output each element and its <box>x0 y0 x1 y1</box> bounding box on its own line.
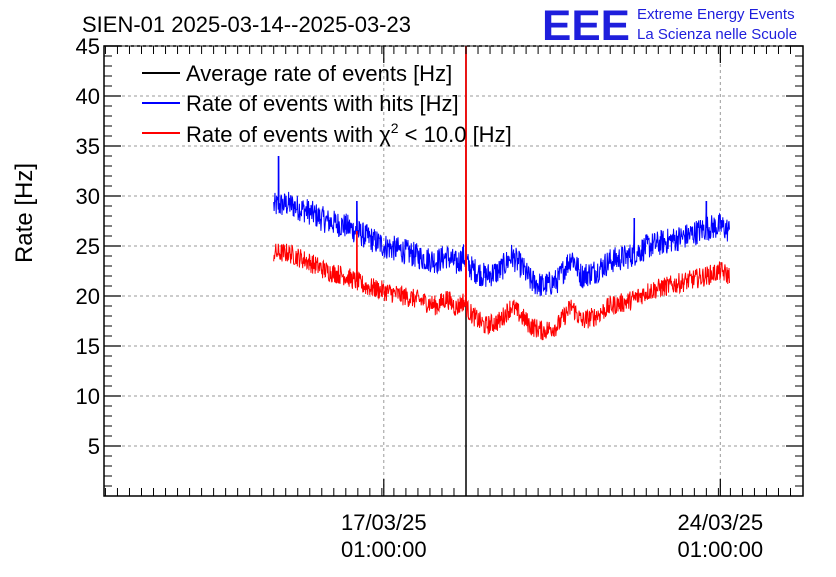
y-tick-label: 45 <box>76 34 100 59</box>
legend-label-chi2: Rate of events with χ2 < 10.0 [Hz] <box>186 120 512 147</box>
legend-label-chi2-rest: < 10.0 [Hz] <box>399 122 512 147</box>
y-tick-label: 40 <box>76 84 100 109</box>
y-tick-label: 25 <box>76 234 100 259</box>
y-tick-label: 20 <box>76 284 100 309</box>
series-line-hits <box>273 155 730 297</box>
legend-label-hits: Rate of events with hits [Hz] <box>186 91 459 116</box>
chart-title: SIEN-01 2025-03-14--2025-03-23 <box>82 12 411 37</box>
y-tick-label: 5 <box>88 434 100 459</box>
y-tick-label: 10 <box>76 384 100 409</box>
x-tick-label-time: 01:00:00 <box>341 537 427 562</box>
y-tick-label: 15 <box>76 334 100 359</box>
y-axis-title: Rate [Hz] <box>11 163 38 263</box>
legend-label-chi2-sup: 2 <box>391 120 399 136</box>
eee-logo-line1: Extreme Energy Events <box>637 6 795 23</box>
eee-logo-line2: La Scienza nelle Scuole <box>637 26 797 43</box>
series-line-chi2 <box>273 45 730 341</box>
x-tick-label-time: 01:00:00 <box>677 537 763 562</box>
legend-label-chi2-main: Rate of events with χ <box>186 122 391 147</box>
legend-label-average: Average rate of events [Hz] <box>186 61 452 86</box>
axis-layer: 5101520253035404517/03/2501:00:0024/03/2… <box>76 34 803 562</box>
x-tick-label-date: 17/03/25 <box>341 510 427 535</box>
eee-logo: EEE Extreme Energy Events La Scienza nel… <box>542 2 797 50</box>
eee-logo-mark: EEE <box>542 2 630 50</box>
legend: Average rate of events [Hz] Rate of even… <box>142 61 512 147</box>
series-layer <box>273 45 730 496</box>
x-tick-label-date: 24/03/25 <box>677 510 763 535</box>
y-tick-label: 30 <box>76 184 100 209</box>
y-tick-label: 35 <box>76 134 100 159</box>
